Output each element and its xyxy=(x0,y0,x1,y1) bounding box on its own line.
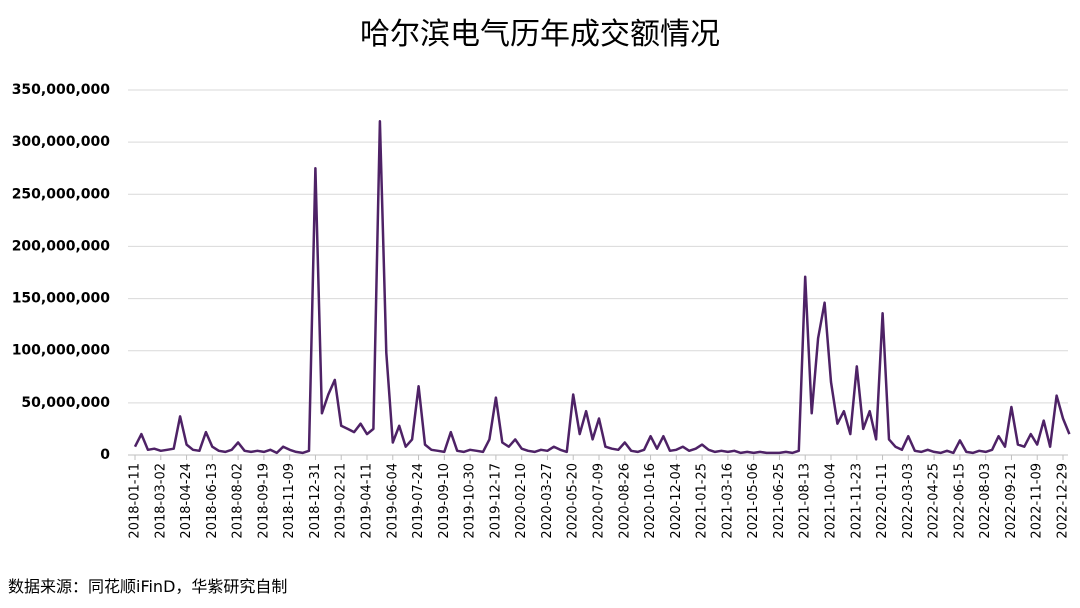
x-tick-label: 2018-01-11 xyxy=(128,463,143,539)
x-tick-label: 2018-11-09 xyxy=(282,463,297,539)
x-tick-label: 2018-06-13 xyxy=(205,463,220,539)
source-note: 数据来源：同花顺iFinD，华紫研究自制 xyxy=(8,577,287,596)
x-tick-label: 2018-08-02 xyxy=(231,463,246,539)
x-tick-label: 2018-03-02 xyxy=(153,463,168,539)
x-tick-label: 2021-08-13 xyxy=(798,463,813,539)
x-tick-label: 2018-09-19 xyxy=(256,463,271,539)
x-tick-label: 2020-05-20 xyxy=(566,463,581,539)
x-tick-label: 2021-11-23 xyxy=(849,463,864,539)
x-tick-label: 2018-04-24 xyxy=(179,463,194,539)
y-tick-label: 250,000,000 xyxy=(12,186,111,202)
x-tick-label: 2020-10-16 xyxy=(643,463,658,539)
x-tick-label: 2021-01-25 xyxy=(695,463,710,539)
x-tick-label: 2022-11-09 xyxy=(1030,463,1045,539)
x-tick-label: 2019-12-17 xyxy=(488,463,503,539)
x-tick-label: 2022-04-25 xyxy=(927,463,942,539)
y-tick-label: 0 xyxy=(100,447,110,463)
x-tick-label: 2020-03-27 xyxy=(540,463,555,539)
y-tick-label: 50,000,000 xyxy=(21,395,110,411)
x-tick-label: 2021-10-04 xyxy=(824,463,839,539)
x-tick-label: 2021-06-25 xyxy=(772,463,787,539)
x-tick-label: 2019-10-30 xyxy=(463,463,478,539)
x-tick-label: 2022-08-03 xyxy=(978,463,993,539)
x-tick-label: 2022-03-03 xyxy=(901,463,916,539)
data-line xyxy=(133,120,1071,455)
x-tick-label: 2019-06-04 xyxy=(385,463,400,539)
y-tick-label: 300,000,000 xyxy=(12,134,111,150)
y-tick-label: 100,000,000 xyxy=(12,343,111,359)
y-tick-label: 150,000,000 xyxy=(12,291,111,307)
x-tick-label: 2022-06-15 xyxy=(952,463,967,539)
y-tick-label: 200,000,000 xyxy=(12,238,111,254)
x-tick-label: 2020-02-10 xyxy=(514,463,529,539)
x-tick-label: 2021-03-16 xyxy=(720,463,735,539)
x-tick-label: 2020-08-26 xyxy=(617,463,632,539)
x-tick-label: 2020-07-09 xyxy=(592,463,607,539)
x-tick-label: 2021-05-06 xyxy=(746,463,761,539)
x-tick-label: 2019-09-10 xyxy=(437,463,452,539)
x-tick-label: 2022-12-29 xyxy=(1056,463,1071,539)
y-tick-label: 350,000,000 xyxy=(12,82,111,98)
x-tick-label: 2020-12-04 xyxy=(669,463,684,539)
x-tick-label: 2019-04-11 xyxy=(360,463,375,539)
x-tick-label: 2019-07-24 xyxy=(411,463,426,539)
x-tick-label: 2022-01-11 xyxy=(875,463,890,539)
x-tick-label: 2018-12-31 xyxy=(308,463,323,539)
x-tick-label: 2019-02-21 xyxy=(334,463,349,539)
chart-title: 哈尔滨电气历年成交额情况 xyxy=(360,17,720,52)
x-tick-label: 2022-09-21 xyxy=(1004,463,1019,539)
